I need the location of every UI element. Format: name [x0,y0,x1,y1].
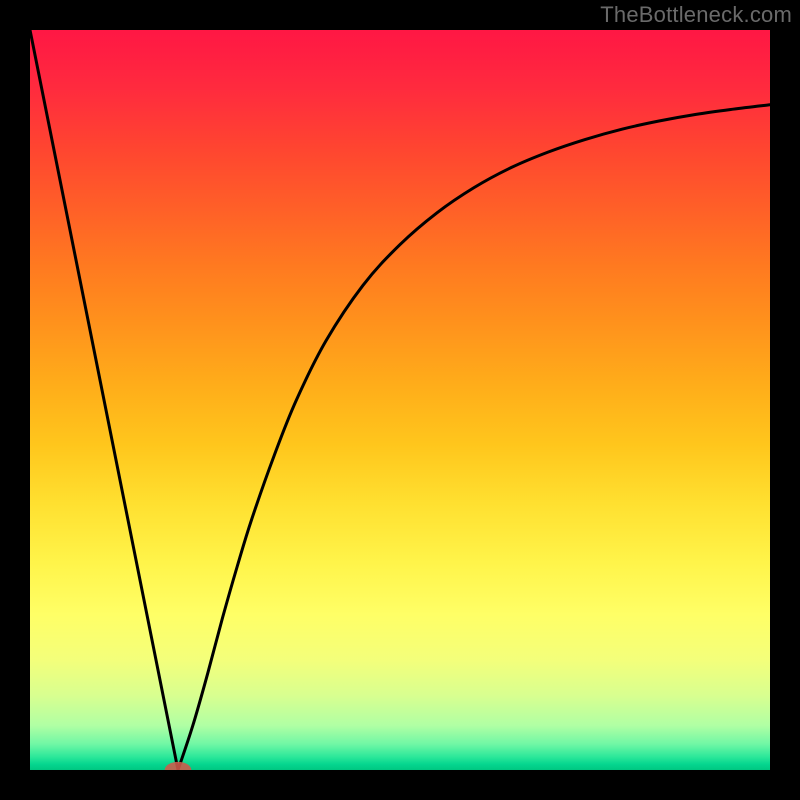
watermark-label: TheBottleneck.com [600,2,792,28]
chart-canvas: TheBottleneck.com [0,0,800,800]
gradient-background [30,30,770,770]
plot-svg [30,30,770,770]
plot-area [30,30,770,770]
